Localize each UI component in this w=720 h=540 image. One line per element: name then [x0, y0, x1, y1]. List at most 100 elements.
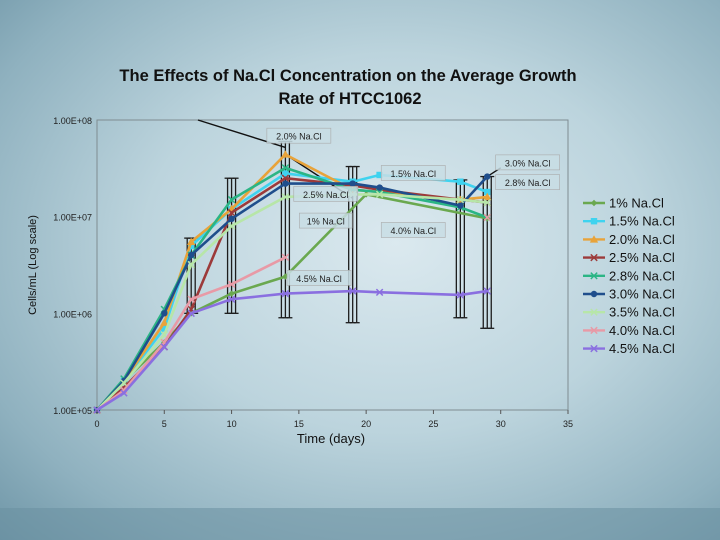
legend-item: 1% Na.Cl — [583, 196, 664, 211]
series-annotation: 2.5% Na.Cl — [293, 186, 359, 202]
marker-stroke — [456, 195, 465, 204]
data-point — [457, 178, 464, 185]
data-point — [120, 379, 128, 387]
y-tick-label: 1.00E+07 — [53, 213, 92, 223]
legend-item: 4.5% Na.Cl — [583, 341, 675, 356]
chart-title-line-1: The Effects of Na.Cl Concentration on th… — [119, 67, 576, 85]
data-point — [375, 190, 384, 199]
legend-label: 4.5% Na.Cl — [609, 341, 675, 356]
chart-title-line-2: Rate of HTCC1062 — [278, 90, 421, 108]
data-point — [281, 150, 290, 158]
series-annotation: 2.8% Na.Cl — [495, 174, 560, 190]
data-point — [483, 192, 492, 201]
series-annotation: 1% Na.Cl — [299, 212, 353, 229]
legend-marker — [590, 218, 598, 225]
data-point — [281, 174, 290, 182]
series-annotation: 3.0% Na.Cl — [495, 154, 560, 171]
data-point — [456, 195, 465, 204]
legend-label: 1% Na.Cl — [609, 196, 664, 211]
annotation-label: 3.0% Na.Cl — [505, 158, 551, 168]
marker-stroke — [281, 174, 290, 182]
y-tick-label: 1.00E+08 — [53, 116, 92, 126]
annotation-label: 2.5% Na.Cl — [303, 190, 349, 200]
data-point — [161, 325, 168, 332]
annotation-box — [293, 186, 359, 202]
legend-label: 2.5% Na.Cl — [609, 250, 675, 265]
marker-stroke — [227, 208, 236, 217]
marker-stroke — [483, 213, 491, 222]
annotation-box — [380, 222, 446, 238]
x-tick-label: 35 — [563, 419, 573, 429]
data-point — [457, 202, 464, 209]
legend-label: 3.5% Na.Cl — [609, 305, 675, 320]
series-line — [96, 166, 488, 411]
legend-label: 3.0% Na.Cl — [609, 287, 675, 302]
legend-item: 3.0% Na.Cl — [583, 287, 675, 302]
legend: 1% Na.Cl 1.5% Na.Cl 2.0% Na.Cl 2.5% Na.Cl 2.… — [583, 196, 675, 356]
marker-stroke — [590, 344, 598, 353]
data-point — [483, 213, 491, 222]
data-point — [187, 295, 195, 303]
marker-stroke — [120, 379, 128, 387]
legend-marker — [590, 253, 598, 262]
annotation-label: 2.0% Na.Cl — [276, 132, 322, 142]
marker-stroke — [375, 190, 384, 199]
series-line — [96, 193, 488, 411]
data-point — [376, 184, 383, 191]
annotation-box — [495, 154, 560, 171]
data-point — [228, 290, 235, 297]
annotation-box — [495, 174, 560, 190]
marker-stroke — [590, 272, 598, 280]
x-tick-label: 5 — [162, 419, 167, 429]
legend-marker — [590, 290, 598, 298]
annotation-label: 4.5% Na.Cl — [296, 274, 342, 284]
series-4-5-na-cl — [93, 287, 491, 414]
marker-stroke — [375, 288, 384, 297]
legend-marker — [590, 272, 598, 280]
data-point — [282, 180, 289, 187]
legend-label: 2.0% Na.Cl — [609, 232, 675, 247]
marker-stroke — [120, 386, 128, 394]
data-point — [227, 280, 236, 288]
data-point — [187, 237, 196, 245]
y-tick-label: 1.00E+06 — [53, 309, 92, 319]
data-point — [456, 291, 465, 299]
marker-stroke — [590, 308, 598, 316]
series-3-0-na-cl — [93, 173, 491, 414]
marker-stroke — [456, 291, 465, 299]
y-axis-label: Cells/mL (Log scale) — [27, 215, 39, 315]
data-point — [160, 343, 169, 351]
marker-stroke — [281, 164, 290, 172]
data-point — [161, 310, 168, 317]
x-tick-label: 15 — [294, 419, 304, 429]
marker-stroke — [120, 389, 128, 397]
series-annotation: 4.5% Na.Cl — [286, 270, 352, 286]
marker-stroke — [483, 287, 491, 295]
legend-label: 4.0% Na.Cl — [609, 323, 675, 338]
x-tick-label: 20 — [361, 419, 371, 429]
annotation-box — [266, 127, 332, 144]
annotations-layer: 2.0% Na.Cl 3.0% Na.Cl 1.5% Na.Cl 2.8% Na.Cl… — [266, 127, 560, 286]
annotation-label: 4.0% Na.Cl — [390, 226, 436, 236]
data-point — [227, 195, 236, 204]
series-line — [96, 172, 488, 411]
x-tick-label: 30 — [496, 419, 506, 429]
marker-stroke — [483, 198, 491, 207]
data-point — [375, 288, 384, 297]
legend-marker — [590, 308, 598, 316]
data-point — [484, 173, 491, 180]
marker-stroke — [281, 193, 290, 201]
marker-stroke — [187, 260, 195, 269]
data-point — [282, 170, 289, 177]
legend-item: 2.8% Na.Cl — [583, 268, 675, 283]
annotation-box — [286, 270, 352, 286]
legend-item: 2.0% Na.Cl — [583, 232, 675, 247]
marker-stroke — [160, 331, 169, 339]
marker-stroke — [227, 195, 236, 204]
legend-item: 4.0% Na.Cl — [583, 323, 675, 338]
marker-stroke — [187, 309, 195, 318]
data-point — [227, 295, 236, 303]
marker-stroke — [160, 343, 169, 351]
data-point — [349, 180, 356, 187]
